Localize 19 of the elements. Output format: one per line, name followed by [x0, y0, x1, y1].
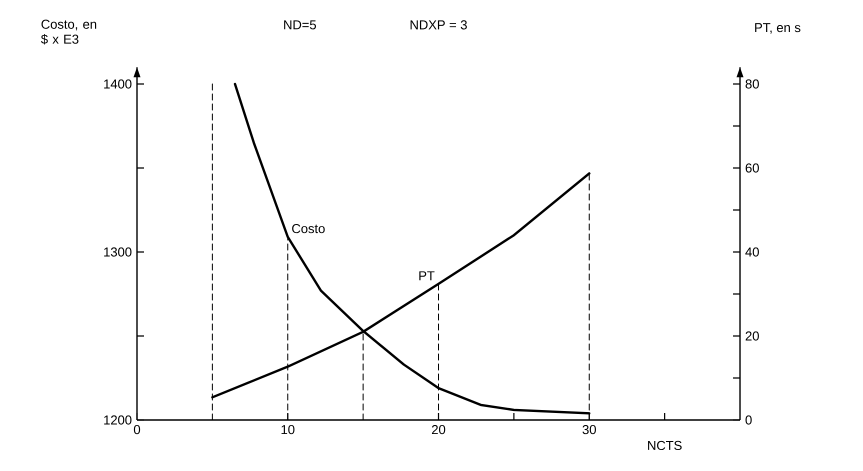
y-tick-label: 1400: [104, 79, 132, 89]
text: NDXP = 3: [410, 20, 467, 30]
y-tick-label: 1300: [104, 247, 132, 257]
series-label: Costo: [292, 224, 325, 234]
x-tick-label: 20: [432, 425, 446, 434]
y2-tick-label: 20: [746, 331, 759, 341]
y2-tick-label: 80: [746, 79, 759, 89]
y-tick-label: 1200: [104, 415, 132, 425]
y2-axis-title: PT, en s: [755, 23, 800, 34]
y2-tick-label: 0: [746, 415, 752, 425]
text: ND=5: [284, 20, 316, 30]
x-tick-label: 30: [582, 425, 596, 434]
series-label: PT: [419, 271, 435, 280]
x-tick-label: 0: [134, 425, 140, 434]
y2-tick-label: 60: [746, 163, 759, 173]
y-axis-title: Costo, en $ x E3: [40, 20, 96, 45]
x-axis-title: NCTS: [648, 440, 682, 450]
y2-tick-label: 40: [745, 247, 759, 257]
x-tick-label: 10: [282, 425, 294, 434]
